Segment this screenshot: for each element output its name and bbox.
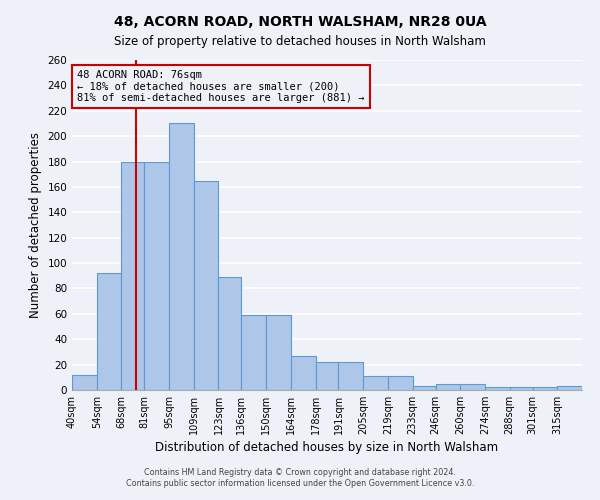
Bar	[72, 375, 97, 390]
Bar	[169, 124, 194, 390]
Bar	[194, 180, 218, 390]
X-axis label: Distribution of detached houses by size in North Walsham: Distribution of detached houses by size …	[155, 441, 499, 454]
Bar	[436, 384, 460, 390]
Bar	[485, 388, 509, 390]
Bar	[266, 315, 291, 390]
Text: 48 ACORN ROAD: 76sqm
← 18% of detached houses are smaller (200)
81% of semi-deta: 48 ACORN ROAD: 76sqm ← 18% of detached h…	[77, 70, 365, 103]
Bar	[533, 388, 557, 390]
Text: Contains HM Land Registry data © Crown copyright and database right 2024.
Contai: Contains HM Land Registry data © Crown c…	[126, 468, 474, 487]
Bar	[557, 386, 582, 390]
Bar	[291, 356, 316, 390]
Bar	[363, 376, 388, 390]
Text: Size of property relative to detached houses in North Walsham: Size of property relative to detached ho…	[114, 35, 486, 48]
Bar	[97, 273, 121, 390]
Bar	[218, 277, 241, 390]
Y-axis label: Number of detached properties: Number of detached properties	[29, 132, 42, 318]
Bar	[413, 386, 436, 390]
Bar	[460, 384, 485, 390]
Bar	[121, 162, 145, 390]
Bar	[388, 376, 413, 390]
Text: 48, ACORN ROAD, NORTH WALSHAM, NR28 0UA: 48, ACORN ROAD, NORTH WALSHAM, NR28 0UA	[113, 15, 487, 29]
Bar	[338, 362, 363, 390]
Bar	[241, 315, 266, 390]
Bar	[316, 362, 338, 390]
Bar	[509, 388, 533, 390]
Bar	[145, 162, 169, 390]
